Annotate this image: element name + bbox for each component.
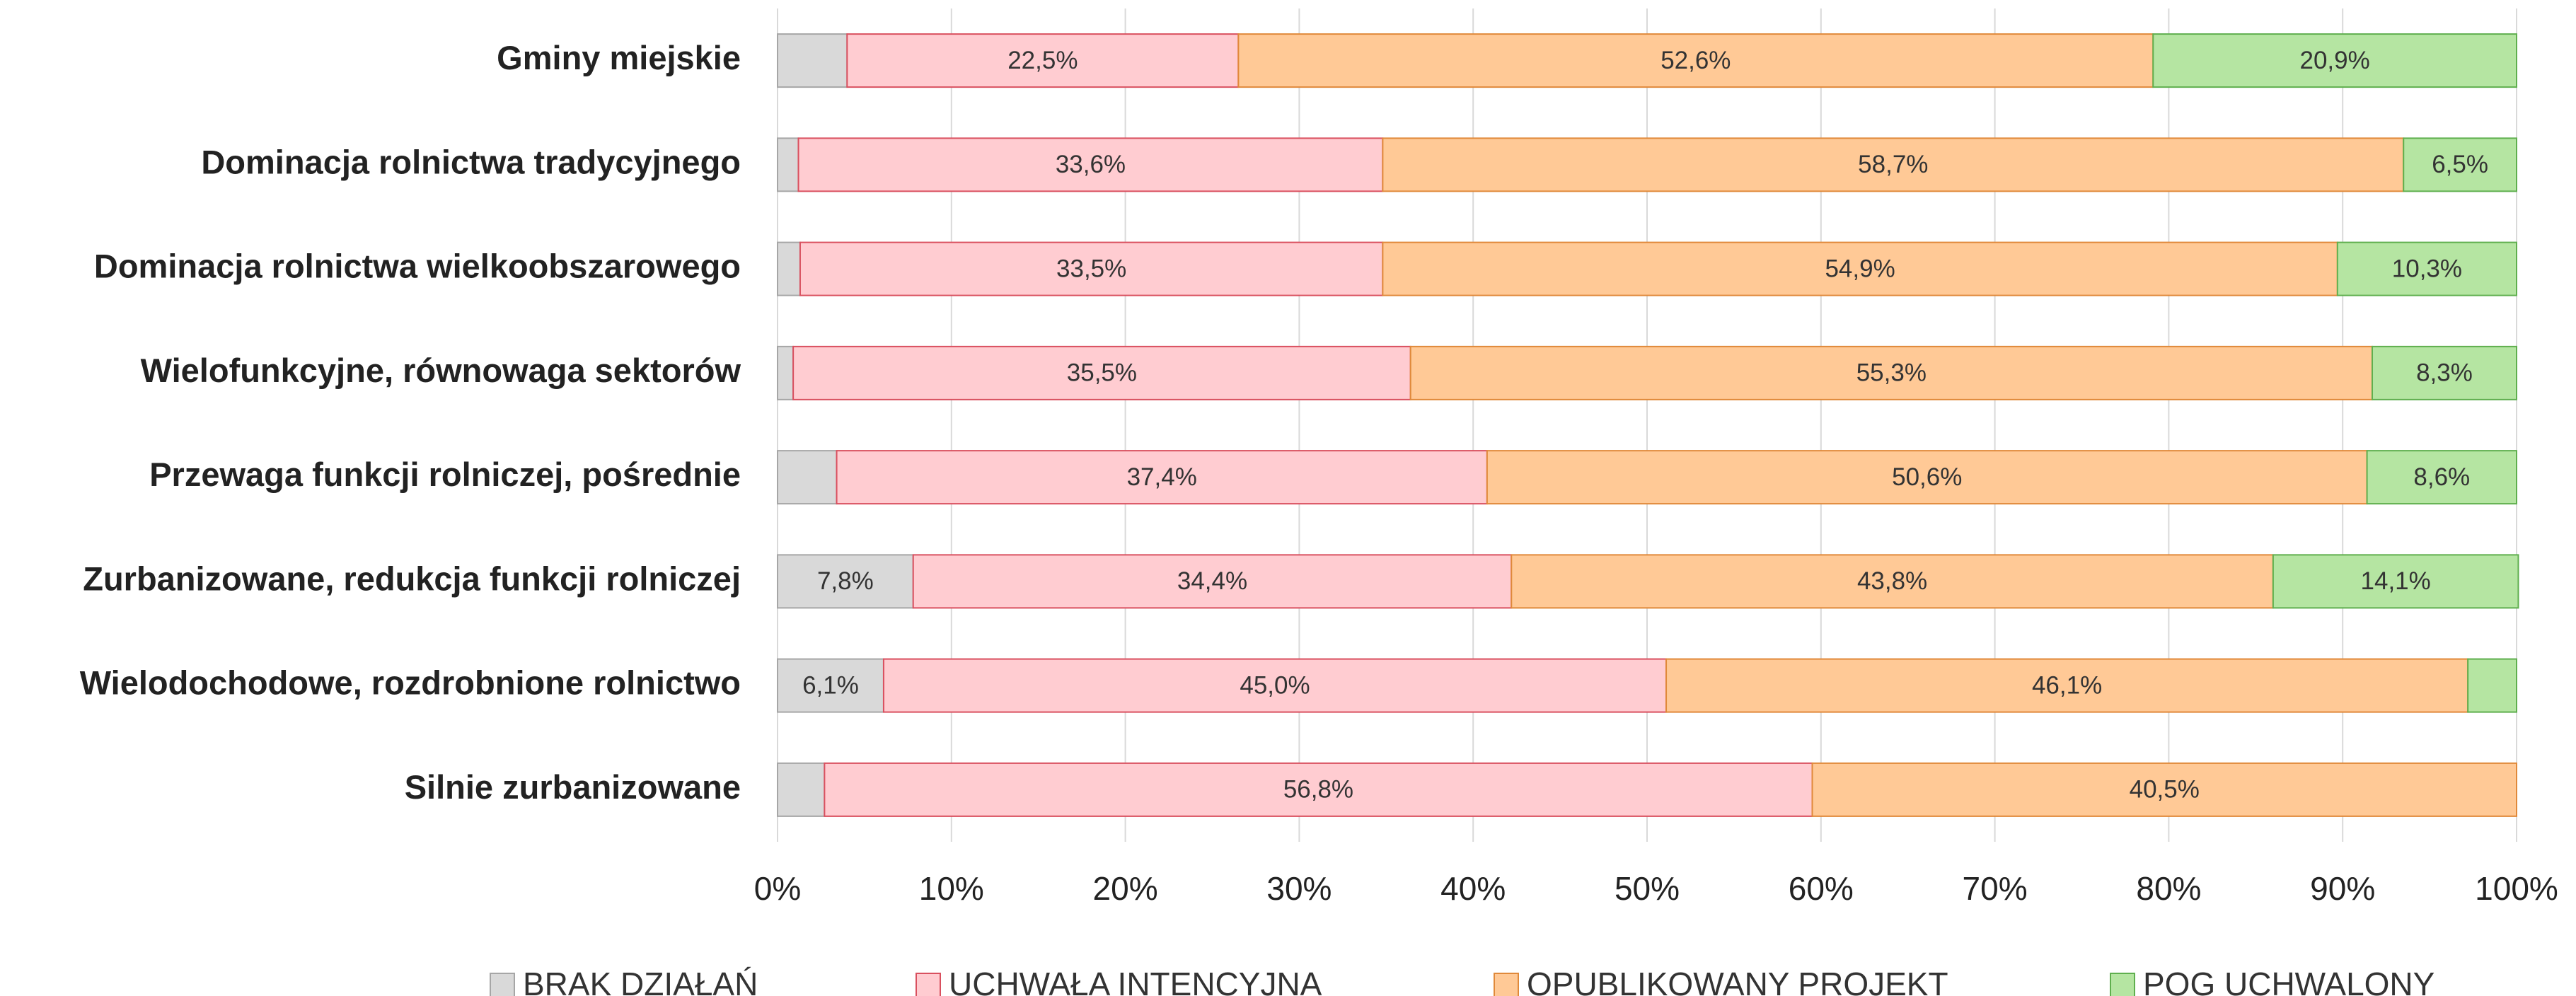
bar-segment [912, 554, 1513, 609]
data-label: 43,8% [1857, 567, 1927, 595]
data-label: 55,3% [1856, 359, 1927, 387]
bar-segment [2152, 33, 2518, 88]
data-label: 50,6% [1892, 463, 1962, 491]
x-tick-label: 10% [919, 870, 984, 907]
data-label: 35,5% [1067, 359, 1137, 387]
x-tick-label: 30% [1266, 870, 1332, 907]
legend-swatch [2110, 973, 2135, 996]
bar-segment [792, 345, 1411, 400]
category-label: Wielodochodowe, rozdrobnione rolnictwo [80, 664, 741, 702]
category-label: Przewaga funkcji rolniczej, pośrednie [149, 456, 741, 493]
x-tick-label: 50% [1615, 870, 1680, 907]
data-label: 7,8% [817, 567, 874, 595]
bar-segment [797, 137, 1384, 192]
bar-segment [777, 241, 801, 296]
data-label: 20,9% [2300, 47, 2370, 74]
bar-segment [2366, 450, 2518, 505]
legend-label: UCHWAŁA INTENCYJNA [949, 966, 1322, 996]
x-tick-label: 60% [1789, 870, 1854, 907]
bar-segment [2371, 345, 2518, 400]
bar-segment [1237, 33, 2154, 88]
bar-segment [2272, 554, 2519, 609]
bar-segment [846, 33, 1240, 88]
category-label: Wielofunkcyjne, równowaga sektorów [141, 352, 741, 389]
legend-label: BRAK DZIAŁAŃ [523, 966, 758, 996]
data-label: 54,9% [1825, 255, 1895, 282]
bar-segment [2403, 137, 2517, 192]
data-label: 33,6% [1056, 151, 1126, 178]
category-label: Dominacja rolnictwa wielkoobszarowego [94, 248, 741, 285]
bar-segment [1486, 450, 2368, 505]
data-label: 34,4% [1177, 567, 1247, 595]
legend-swatch [1494, 973, 1519, 996]
data-label: 6,1% [802, 671, 859, 699]
data-label: 8,6% [2413, 463, 2470, 491]
bar-segment [2467, 658, 2518, 713]
data-label: 45,0% [1240, 671, 1310, 699]
data-label: 58,7% [1858, 151, 1928, 178]
bar-segment [777, 345, 795, 400]
bar-segment [2336, 241, 2517, 296]
bar-segment [836, 450, 1488, 505]
bar-segment [777, 762, 826, 817]
data-label: 56,8% [1283, 776, 1353, 804]
data-label: 52,6% [1660, 47, 1731, 74]
bar-segment [777, 137, 799, 192]
data-label: 37,4% [1127, 463, 1197, 491]
category-label: Dominacja rolnictwa tradycyjnego [201, 143, 741, 180]
x-tick-label: 80% [2136, 870, 2201, 907]
legend-swatch [916, 973, 941, 996]
data-label: 10,3% [2392, 255, 2462, 282]
data-label: 22,5% [1007, 47, 1078, 74]
x-tick-label: 100% [2475, 870, 2558, 907]
data-label: 46,1% [2032, 671, 2102, 699]
bar-segment [1665, 658, 2469, 713]
x-tick-label: 20% [1093, 870, 1158, 907]
bar-segment [1811, 762, 2517, 817]
bar-segment [777, 33, 848, 88]
bar-segment [882, 658, 1668, 713]
x-tick-label: 0% [754, 870, 801, 907]
bar-segment [777, 450, 838, 505]
data-label: 6,5% [2432, 151, 2488, 178]
data-label: 33,5% [1056, 255, 1126, 282]
bar-segment [1511, 554, 2274, 609]
bar-segment [1382, 137, 2405, 192]
x-tick-label: 40% [1440, 870, 1506, 907]
bar-segment [777, 554, 914, 609]
bar-segment [777, 658, 884, 713]
legend-swatch [490, 973, 515, 996]
data-label: 8,3% [2416, 359, 2473, 387]
legend-label: POG UCHWALONY [2143, 966, 2435, 996]
data-label: 14,1% [2361, 567, 2431, 595]
bar-segment [799, 241, 1384, 296]
bar-segment [1409, 345, 2373, 400]
x-tick-label: 90% [2310, 870, 2375, 907]
legend-label: OPUBLIKOWANY PROJEKT [1527, 966, 1948, 996]
category-label: Silnie zurbanizowane [405, 768, 741, 806]
data-label: 40,5% [2130, 776, 2200, 804]
category-label: Zurbanizowane, redukcja funkcji rolnicze… [83, 560, 741, 597]
bar-segment [824, 762, 1813, 817]
x-tick-label: 70% [1963, 870, 2028, 907]
category-label: Gminy miejskie [497, 39, 741, 76]
